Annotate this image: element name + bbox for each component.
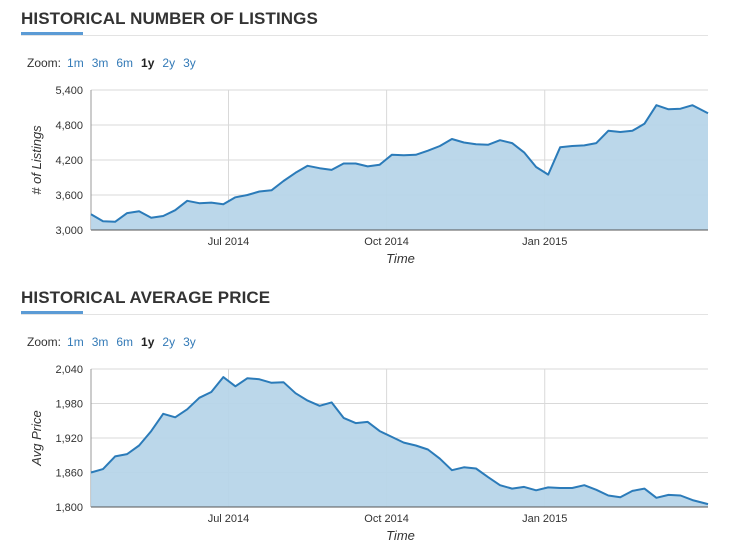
listings-y-tick-label: 4,200: [55, 155, 83, 167]
zoom-2y-button[interactable]: 2y: [162, 56, 176, 70]
price-y-tick-label: 1,800: [55, 502, 83, 514]
price-zoom-selector: Zoom: 1m 3m 6m 1y 2y 3y: [27, 335, 204, 349]
listings-x-tick-label: Jul 2014: [208, 236, 250, 248]
listings-series-area: [91, 105, 708, 230]
price-y-tick-label: 2,040: [55, 364, 83, 376]
listings-chart: 3,000 3,600 4,200 4,800 5,400 Jul 2014 Oct 201…: [29, 85, 709, 266]
listings-title-rule: [21, 35, 708, 36]
listings-x-tick-label: Oct 2014: [364, 236, 409, 248]
listings-y-tick-label: 4,800: [55, 120, 83, 132]
listings-y-tick-label: 3,600: [55, 190, 83, 202]
zoom-3y-button[interactable]: 3y: [183, 335, 196, 349]
zoom-3m-button[interactable]: 3m: [91, 335, 109, 349]
listings-zoom-selector: Zoom: 1m 3m 6m 1y 2y 3y: [27, 56, 204, 70]
price-title: HISTORICAL AVERAGE PRICE: [21, 288, 271, 307]
zoom-1m-button[interactable]: 1m: [67, 56, 84, 70]
zoom-1m-button[interactable]: 1m: [67, 335, 84, 349]
price-series-area: [91, 377, 708, 507]
listings-title-accent: [21, 32, 83, 35]
price-chart: 1,800 1,860 1,920 1,980 2,040 Jul 2014 Oct 201…: [29, 364, 709, 543]
listings-title: HISTORICAL NUMBER OF LISTINGS: [21, 9, 318, 28]
zoom-label: Zoom:: [27, 335, 62, 349]
listings-y-tick-label: 3,000: [55, 225, 83, 237]
zoom-3y-button[interactable]: 3y: [183, 56, 196, 70]
price-y-tick-label: 1,860: [55, 468, 83, 480]
listings-y-tick-label: 5,400: [55, 85, 83, 97]
price-x-tick-label: Jul 2014: [208, 513, 250, 525]
listings-x-tick-label: Jan 2015: [522, 236, 567, 248]
zoom-1y-button[interactable]: 1y: [141, 56, 155, 70]
price-title-rule: [21, 314, 708, 315]
price-y-tick-label: 1,980: [55, 399, 83, 411]
listings-series-line: [90, 104, 709, 223]
zoom-6m-button[interactable]: 6m: [116, 335, 134, 349]
price-y-axis-title: Avg Price: [29, 410, 44, 466]
price-x-axis-title: Time: [386, 528, 415, 543]
zoom-label: Zoom:: [27, 56, 62, 70]
listings-section: HISTORICAL NUMBER OF LISTINGS Zoom: 1m 3…: [0, 0, 729, 276]
price-series-line: [90, 376, 709, 506]
price-section: HISTORICAL AVERAGE PRICE Zoom: 1m 3m 6m …: [0, 276, 729, 553]
price-x-tick-label: Jan 2015: [522, 513, 567, 525]
zoom-6m-button[interactable]: 6m: [116, 56, 134, 70]
listings-x-axis-title: Time: [386, 251, 415, 266]
price-title-accent: [21, 311, 83, 314]
zoom-3m-button[interactable]: 3m: [91, 56, 109, 70]
price-x-tick-label: Oct 2014: [364, 513, 409, 525]
zoom-2y-button[interactable]: 2y: [162, 335, 176, 349]
zoom-1y-button[interactable]: 1y: [141, 335, 155, 349]
price-y-tick-label: 1,920: [55, 433, 83, 445]
listings-y-axis-title: # of Listings: [29, 125, 44, 195]
